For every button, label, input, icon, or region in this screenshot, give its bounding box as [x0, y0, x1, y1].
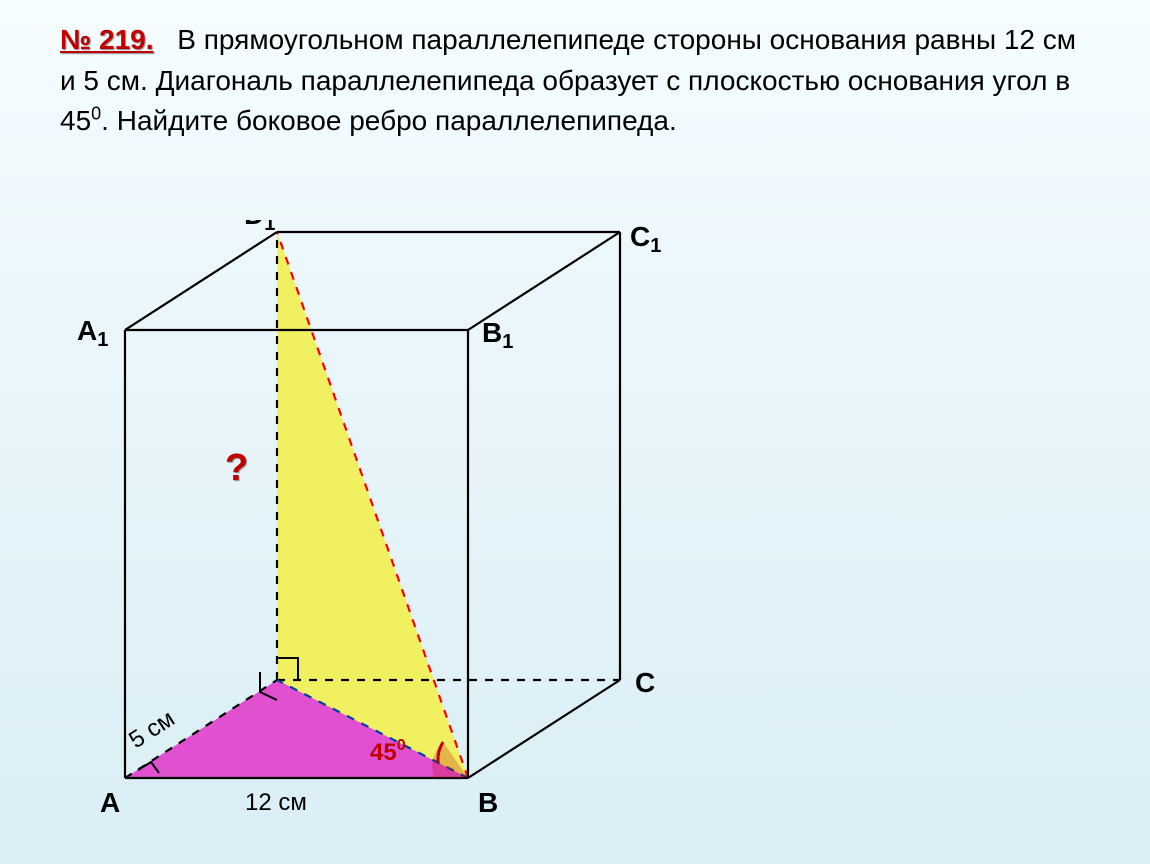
problem-text: № 219. В прямоугольном параллелепипеде с…	[60, 20, 1090, 142]
problem-angle-sup: 0	[91, 104, 101, 124]
label-A: A	[100, 787, 120, 818]
question-mark: ?	[225, 447, 248, 489]
edge-A1D1	[125, 232, 277, 330]
page: № 219. В прямоугольном параллелепипеде с…	[0, 0, 1150, 864]
label-B: B	[478, 787, 498, 818]
problem-number: № 219.	[60, 24, 154, 55]
label-A1: A1	[77, 315, 108, 351]
parallelepiped-diagram: A B C A1 B1 C1 D1 12 см 5 см 450 ?	[30, 220, 780, 860]
label-C1: C1	[630, 221, 661, 257]
label-B1: B1	[482, 317, 513, 353]
problem-body-2: . Найдите боковое ребро параллелепипеда.	[101, 105, 677, 136]
edge-B1C1	[468, 232, 620, 330]
label-C: C	[635, 667, 655, 698]
dim-AB: 12 см	[245, 789, 307, 816]
label-D1: D1	[244, 220, 275, 235]
dim-AD: 5 см	[124, 705, 179, 754]
edge-BC	[468, 680, 620, 778]
